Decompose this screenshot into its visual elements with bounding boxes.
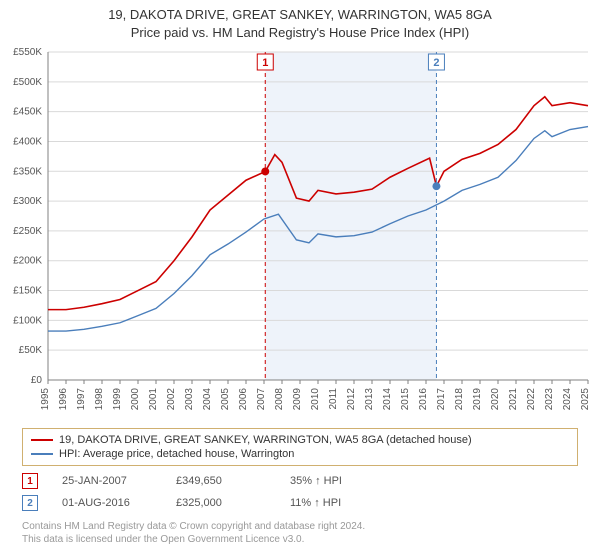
svg-text:2012: 2012 xyxy=(346,388,357,411)
svg-text:2013: 2013 xyxy=(364,388,375,411)
event-row: 1 25-JAN-2007 £349,650 35% ↑ HPI xyxy=(22,470,578,492)
svg-text:£250K: £250K xyxy=(13,226,42,237)
svg-text:£200K: £200K xyxy=(13,256,42,267)
svg-text:2: 2 xyxy=(433,57,439,69)
svg-text:£0: £0 xyxy=(31,375,43,386)
svg-text:2011: 2011 xyxy=(328,388,339,410)
svg-text:2005: 2005 xyxy=(220,388,231,411)
event-table: 1 25-JAN-2007 £349,650 35% ↑ HPI 2 01-AUG-201… xyxy=(22,470,578,514)
svg-text:2017: 2017 xyxy=(436,388,447,411)
legend-item: HPI: Average price, detached house, Warr… xyxy=(31,447,569,461)
svg-text:2015: 2015 xyxy=(400,388,411,411)
svg-text:2004: 2004 xyxy=(202,388,213,411)
legend-swatch xyxy=(31,439,53,441)
svg-text:1: 1 xyxy=(262,57,268,69)
event-delta: 11% ↑ HPI xyxy=(290,497,380,509)
svg-text:2016: 2016 xyxy=(418,388,429,411)
legend-label: HPI: Average price, detached house, Warr… xyxy=(59,448,294,460)
svg-text:£400K: £400K xyxy=(13,137,42,148)
svg-text:1997: 1997 xyxy=(76,388,87,411)
legend-item: 19, DAKOTA DRIVE, GREAT SANKEY, WARRINGT… xyxy=(31,433,569,447)
svg-text:2021: 2021 xyxy=(508,388,519,411)
title-line1: 19, DAKOTA DRIVE, GREAT SANKEY, WARRINGT… xyxy=(0,6,600,24)
svg-text:2020: 2020 xyxy=(490,388,501,411)
svg-text:1998: 1998 xyxy=(94,388,105,411)
chart-legend: 19, DAKOTA DRIVE, GREAT SANKEY, WARRINGT… xyxy=(22,428,578,466)
event-date: 01-AUG-2016 xyxy=(62,497,152,509)
event-delta: 35% ↑ HPI xyxy=(290,475,380,487)
svg-text:2008: 2008 xyxy=(274,388,285,411)
event-row: 2 01-AUG-2016 £325,000 11% ↑ HPI xyxy=(22,492,578,514)
svg-text:2025: 2025 xyxy=(580,388,591,411)
chart-title: 19, DAKOTA DRIVE, GREAT SANKEY, WARRINGT… xyxy=(0,0,600,42)
svg-text:2006: 2006 xyxy=(238,388,249,411)
event-marker: 1 xyxy=(22,473,38,489)
event-price: £325,000 xyxy=(176,497,266,509)
svg-text:£50K: £50K xyxy=(19,346,43,357)
svg-text:£500K: £500K xyxy=(13,77,42,88)
svg-text:£100K: £100K xyxy=(13,316,42,327)
svg-text:1996: 1996 xyxy=(58,388,69,411)
svg-text:1995: 1995 xyxy=(40,388,51,411)
event-date: 25-JAN-2007 xyxy=(62,475,152,487)
svg-text:2010: 2010 xyxy=(310,388,321,411)
svg-text:£350K: £350K xyxy=(13,167,42,178)
svg-text:2001: 2001 xyxy=(148,388,159,411)
footnote: Contains HM Land Registry data © Crown c… xyxy=(22,520,578,546)
svg-text:2022: 2022 xyxy=(526,388,537,411)
legend-label: 19, DAKOTA DRIVE, GREAT SANKEY, WARRINGT… xyxy=(59,434,472,446)
footnote-line2: This data is licensed under the Open Gov… xyxy=(22,533,578,546)
title-line2: Price paid vs. HM Land Registry's House … xyxy=(0,24,600,42)
svg-text:2003: 2003 xyxy=(184,388,195,411)
legend-swatch xyxy=(31,453,53,455)
event-marker: 2 xyxy=(22,495,38,511)
svg-text:2018: 2018 xyxy=(454,388,465,411)
svg-text:1999: 1999 xyxy=(112,388,123,411)
svg-text:2024: 2024 xyxy=(562,388,573,411)
svg-text:2000: 2000 xyxy=(130,388,141,411)
svg-text:2019: 2019 xyxy=(472,388,483,411)
svg-text:£150K: £150K xyxy=(13,286,42,297)
svg-text:£450K: £450K xyxy=(13,107,42,118)
svg-text:2014: 2014 xyxy=(382,388,393,411)
svg-text:2009: 2009 xyxy=(292,388,303,411)
footnote-line1: Contains HM Land Registry data © Crown c… xyxy=(22,520,578,533)
event-price: £349,650 xyxy=(176,475,266,487)
price-chart: £0 £50K £100K £150K £200K £250K £300K £350K £400… xyxy=(0,42,600,422)
svg-text:£550K: £550K xyxy=(13,47,42,58)
svg-text:£300K: £300K xyxy=(13,196,42,207)
svg-text:2007: 2007 xyxy=(256,388,267,411)
svg-text:2023: 2023 xyxy=(544,388,555,411)
svg-text:2002: 2002 xyxy=(166,388,177,411)
